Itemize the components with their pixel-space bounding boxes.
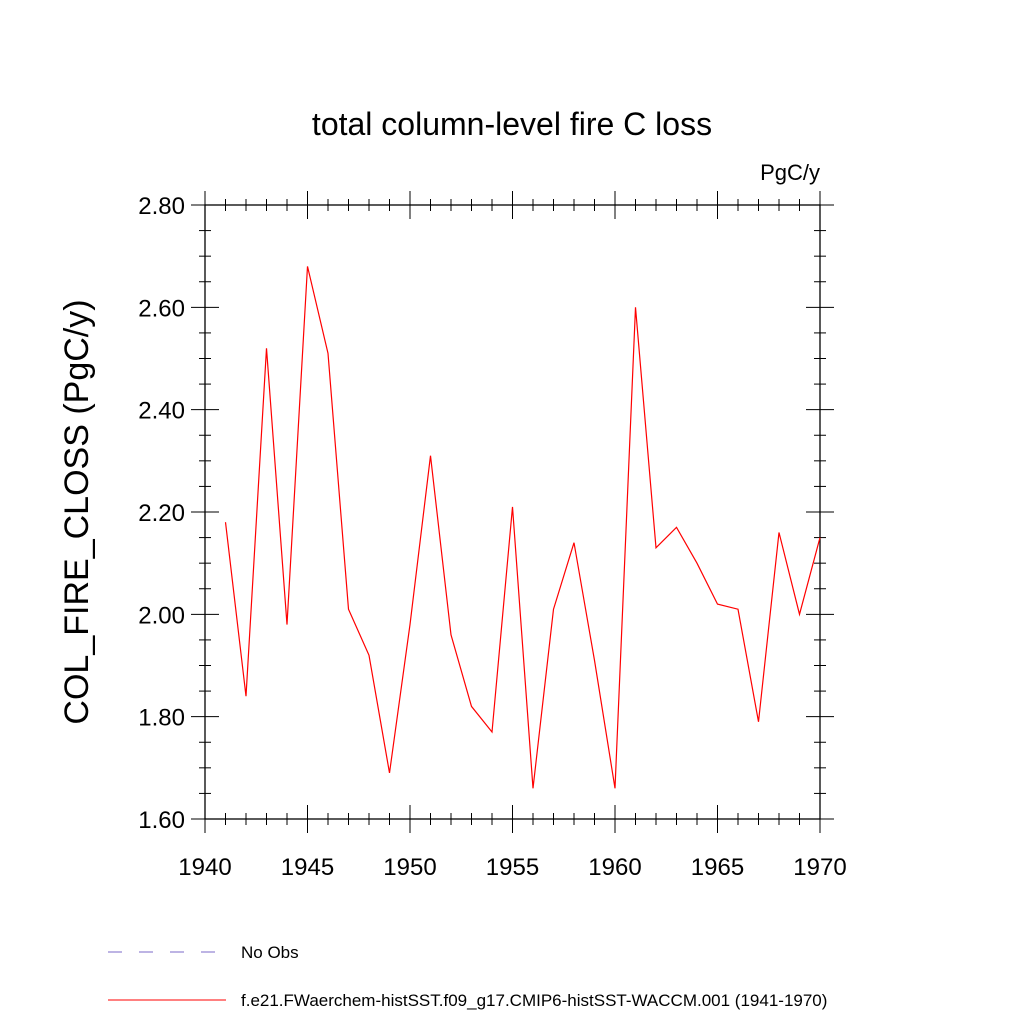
- y-tick-label: 2.60: [138, 295, 185, 322]
- y-tick-label: 2.20: [138, 500, 185, 527]
- y-tick-label: 2.40: [138, 398, 185, 425]
- chart-title: total column-level fire C loss: [312, 106, 712, 142]
- x-tick-label: 1965: [691, 854, 744, 881]
- x-tick-label: 1950: [383, 854, 436, 881]
- x-axis-ticks: 1940 1945 1950 1955 1960 1965 1970: [178, 191, 847, 881]
- series-layer: [224, 266, 821, 789]
- series-line: [224, 266, 821, 789]
- units-label: PgC/y: [760, 160, 820, 185]
- legend-label: No Obs: [241, 943, 299, 962]
- y-tick-label: 1.60: [138, 807, 185, 834]
- x-tick-label: 1945: [281, 854, 334, 881]
- y-tick-label: 2.80: [138, 193, 185, 220]
- y-tick-label: 1.80: [138, 705, 185, 732]
- y-tick-label: 2.00: [138, 602, 185, 629]
- x-tick-label: 1955: [486, 854, 539, 881]
- y-axis-ticks: 1.60 1.80 2.00 2.20 2.40 2.60 2.80: [138, 193, 834, 834]
- x-tick-label: 1940: [178, 854, 231, 881]
- legend-label: f.e21.FWaerchem-histSST.f09_g17.CMIP6-hi…: [241, 991, 827, 1010]
- legend: No Obs f.e21.FWaerchem-histSST.f09_g17.CM…: [108, 943, 827, 1010]
- x-tick-label: 1960: [588, 854, 641, 881]
- y-axis-label: COL_FIRE_CLOSS (PgC/y): [58, 299, 96, 724]
- x-tick-label: 1970: [793, 854, 846, 881]
